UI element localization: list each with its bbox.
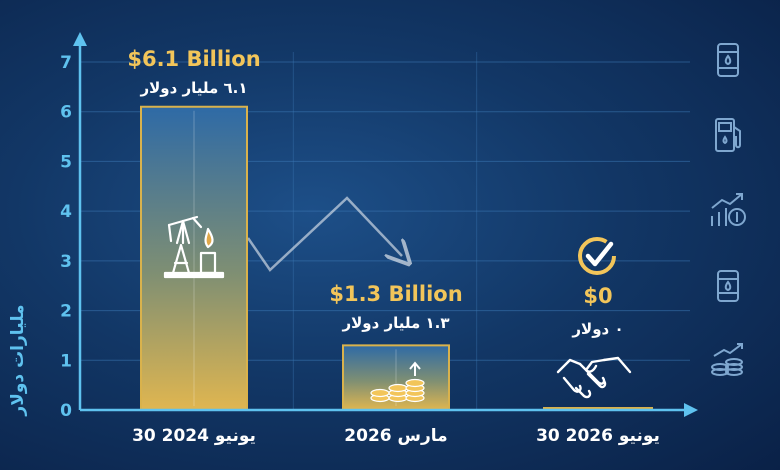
value-label-en: $6.1 Billion xyxy=(127,47,260,71)
coin-stack-icon xyxy=(711,343,743,376)
oil-barrel-icon xyxy=(717,43,739,77)
y-tick-label: 5 xyxy=(60,152,72,172)
x-axis-arrow xyxy=(684,403,698,417)
y-tick-label: 7 xyxy=(60,53,72,73)
y-tick-label: 6 xyxy=(60,103,72,123)
oil-drum-icon xyxy=(717,270,739,302)
handshake-icon xyxy=(556,356,632,399)
bars xyxy=(140,105,653,411)
bar-1 xyxy=(140,105,248,411)
y-tick-label: 2 xyxy=(60,302,72,322)
fuel-pump-icon xyxy=(715,118,741,152)
value-label-ar: ٦.١ مليار دولار xyxy=(139,79,247,97)
y-tick-label: 4 xyxy=(60,202,72,222)
value-label-ar: ١.٣ مليار دولار xyxy=(341,314,449,332)
value-annotations: $6.1 Billion ٦.١ مليار دولار $1.3 Billion ١… xyxy=(127,47,623,338)
growth-chart-icon xyxy=(711,193,746,226)
side-icon-column xyxy=(700,30,760,390)
value-label-ar: ٠ دولار xyxy=(571,320,623,338)
axes xyxy=(73,32,698,417)
y-tick-label: 3 xyxy=(60,252,72,272)
x-tick-label: 30 يونيو 2026 xyxy=(536,426,660,446)
coins-growth-icon xyxy=(370,361,425,403)
oil-pump-icon xyxy=(163,215,225,279)
x-tick-labels: 30 يونيو 2024 مارس 2026 30 يونيو 2026 xyxy=(132,426,660,446)
x-tick-label: مارس 2026 xyxy=(344,426,447,446)
y-tick-label: 0 xyxy=(60,401,72,421)
trend-arrow xyxy=(246,196,402,272)
x-tick-label: 30 يونيو 2024 xyxy=(132,426,256,446)
checkmark-badge-icon xyxy=(578,237,616,275)
y-axis-label: مليارات دولار xyxy=(8,304,28,416)
y-tick-labels: 0 1 2 3 4 5 6 7 xyxy=(60,53,72,421)
y-axis-arrow xyxy=(73,32,87,46)
y-tick-label: 1 xyxy=(60,351,72,371)
value-label-en: $0 xyxy=(583,284,612,308)
value-label-en: $1.3 Billion xyxy=(329,282,462,306)
